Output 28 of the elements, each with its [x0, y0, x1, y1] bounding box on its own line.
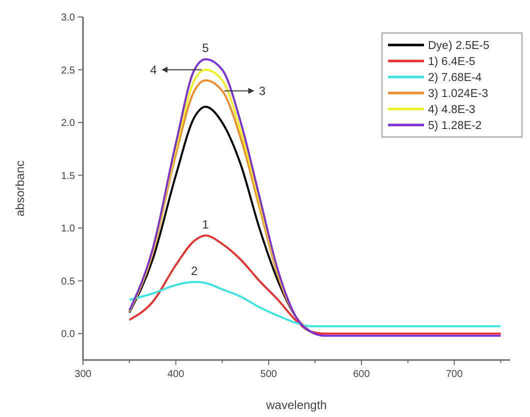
- y-axis-title: absorbanc: [13, 160, 27, 217]
- y-tick-label: 1.0: [61, 224, 76, 235]
- annotation: 2: [191, 264, 198, 278]
- annotation: 4: [150, 62, 158, 77]
- legend-label: Dye) 2.5E-5: [428, 40, 490, 52]
- y-tick-label: 2.0: [61, 118, 76, 130]
- line-series: [128, 280, 502, 328]
- line-series: [128, 234, 502, 335]
- x-tick-label: 700: [446, 369, 464, 380]
- x-tick-label: 400: [167, 369, 185, 380]
- legend-label: 3) 1.024E-3: [428, 88, 488, 100]
- annotation: 5: [202, 41, 210, 56]
- legend-label: 4) 4.8E-3: [428, 104, 476, 116]
- y-tick-label: 3.0: [61, 12, 76, 24]
- x-tick-label: 300: [74, 369, 92, 380]
- x-axis-title: wavelength: [265, 398, 327, 412]
- x-tick-label: 600: [353, 369, 370, 380]
- legend-label: 5) 1.28E-2: [428, 120, 482, 132]
- annotation: 3: [258, 84, 266, 98]
- line-series: [128, 58, 502, 337]
- x-tick-label: 500: [260, 369, 278, 380]
- legend-label: 2) 7.68E-4: [428, 72, 482, 84]
- y-tick-label: 1.5: [61, 170, 76, 182]
- annotation: 1: [202, 217, 210, 232]
- y-tick-label: 0.0: [61, 329, 76, 340]
- y-tick-label: 0.5: [61, 276, 76, 288]
- legend-label: 1) 6.4E-5: [428, 56, 476, 68]
- y-tick-label: 2.5: [61, 65, 76, 76]
